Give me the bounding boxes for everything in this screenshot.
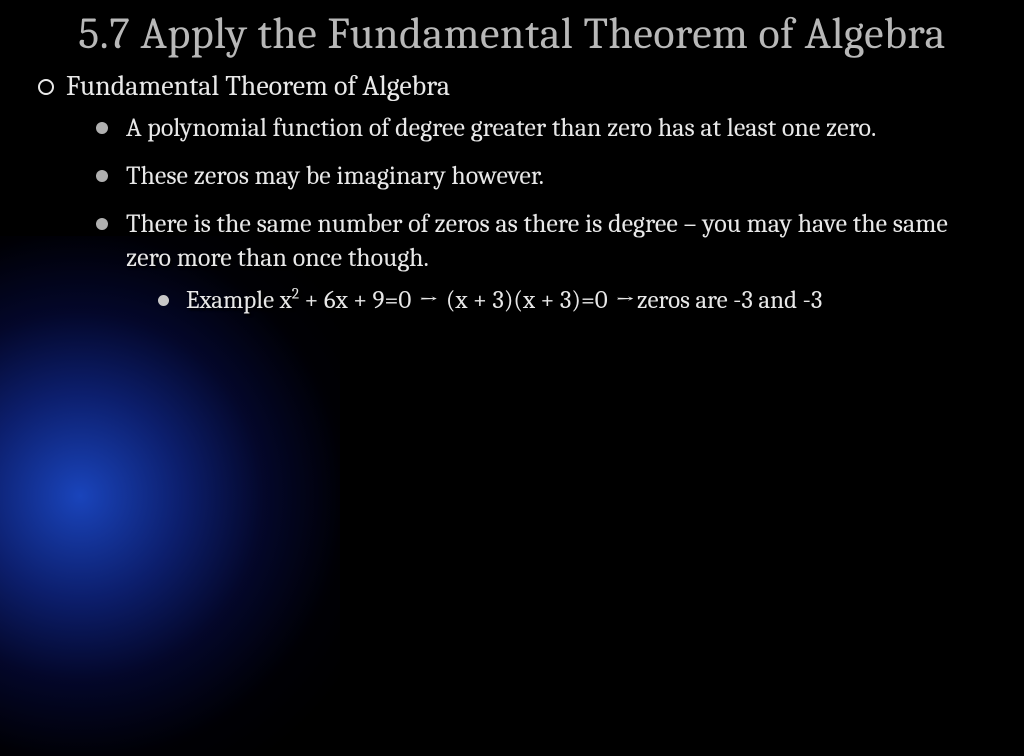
list-item: These zeros may be imaginary however. <box>92 160 992 194</box>
list-item: Example x2 + 6x + 9=0 → (x + 3)(x + 3)=0… <box>154 285 992 318</box>
bullet-text: Fundamental Theorem of Algebra <box>66 70 450 102</box>
bullet-list-level-1: Fundamental Theorem of Algebra A polynom… <box>32 68 992 318</box>
bullet-text: These zeros may be imaginary however. <box>126 161 544 191</box>
list-item: There is the same number of zeros as the… <box>92 208 992 318</box>
example-text-mid2: (x + 3)(x + 3)=0 <box>440 286 613 315</box>
arrow-icon: → <box>417 285 441 318</box>
slide-title: 5.7 Apply the Fundamental Theorem of Alg… <box>32 8 992 60</box>
superscript: 2 <box>292 285 299 303</box>
example-text-tail: zeros are -3 and -3 <box>637 286 823 315</box>
slide: 5.7 Apply the Fundamental Theorem of Alg… <box>0 0 1024 576</box>
arrow-icon: → <box>613 285 637 318</box>
example-text-mid1: + 6x + 9=0 <box>299 286 417 315</box>
bullet-list-level-3: Example x2 + 6x + 9=0 → (x + 3)(x + 3)=0… <box>126 285 992 318</box>
bullet-text: There is the same number of zeros as the… <box>126 209 948 273</box>
bullet-list-level-2: A polynomial function of degree greater … <box>66 112 992 318</box>
list-item: A polynomial function of degree greater … <box>92 112 992 146</box>
example-text-pre: Example x <box>186 286 292 315</box>
bullet-text: A polynomial function of degree greater … <box>126 113 876 143</box>
list-item: Fundamental Theorem of Algebra A polynom… <box>32 68 992 318</box>
